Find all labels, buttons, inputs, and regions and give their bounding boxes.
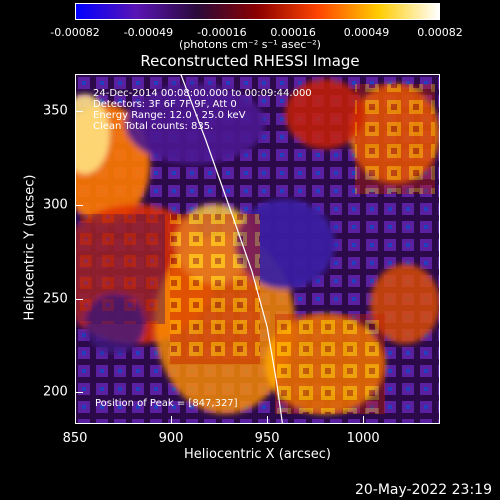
- colorbar-tick-label: -0.00016: [197, 26, 247, 39]
- y-tick-label: 300: [43, 197, 68, 213]
- heatmap-field: [75, 74, 440, 424]
- plot-frame: [75, 74, 440, 424]
- x-tick-label: 900: [158, 431, 184, 446]
- y-tick-label: 350: [43, 103, 68, 119]
- x-tick-label: 850: [62, 431, 88, 446]
- annotation-energy: Energy Range: 12.0 - 25.0 keV: [93, 110, 246, 121]
- annotation-time: 24-Dec-2014 00:08:00.000 to 00:09:44.000: [93, 88, 312, 99]
- x-axis-label: Heliocentric X (arcsec): [184, 447, 331, 462]
- chart-title: Reconstructed RHESSI Image: [140, 52, 360, 70]
- colorbar-tick-label: 0.00082: [417, 26, 463, 39]
- y-tick-label: 250: [43, 291, 68, 307]
- y-tick-mark: [75, 298, 83, 300]
- colorbar-tick-label: 0.00016: [270, 26, 316, 39]
- colorbar: [75, 3, 440, 20]
- annotation-block: 24-Dec-2014 00:08:00.000 to 00:09:44.000…: [93, 88, 312, 132]
- colorbar-tick-label: -0.00082: [50, 26, 100, 39]
- peak-position-label: Position of Peak = [847,327]: [95, 398, 238, 409]
- y-tick-mark: [75, 392, 83, 394]
- x-tick-mark: [171, 416, 173, 424]
- date-stamp: 20-May-2022 23:19: [354, 482, 492, 498]
- heatmap-plot: [75, 74, 440, 424]
- y-tick-mark: [75, 205, 83, 207]
- x-tick-label: 950: [254, 431, 280, 446]
- x-tick-mark: [267, 416, 269, 424]
- x-tick-mark: [75, 416, 76, 424]
- colorbar-units: (photons cm⁻² s⁻¹ asec⁻²): [179, 38, 321, 51]
- y-axis-label: Heliocentric Y (arcsec): [22, 174, 38, 321]
- x-tick-mark: [363, 416, 365, 424]
- x-tick-label: 1000: [346, 431, 380, 446]
- solar-limb-curve: [180, 74, 284, 424]
- annotation-counts: Clean Total counts: 835.: [93, 121, 214, 132]
- colorbar-tick-label: -0.00049: [123, 26, 174, 39]
- y-tick-label: 200: [43, 384, 68, 400]
- colorbar-tick-label: 0.00049: [343, 26, 390, 39]
- y-tick-mark: [75, 111, 83, 113]
- annotation-detectors: Detectors: 3F 6F 7F 9F, Att 0: [93, 99, 237, 110]
